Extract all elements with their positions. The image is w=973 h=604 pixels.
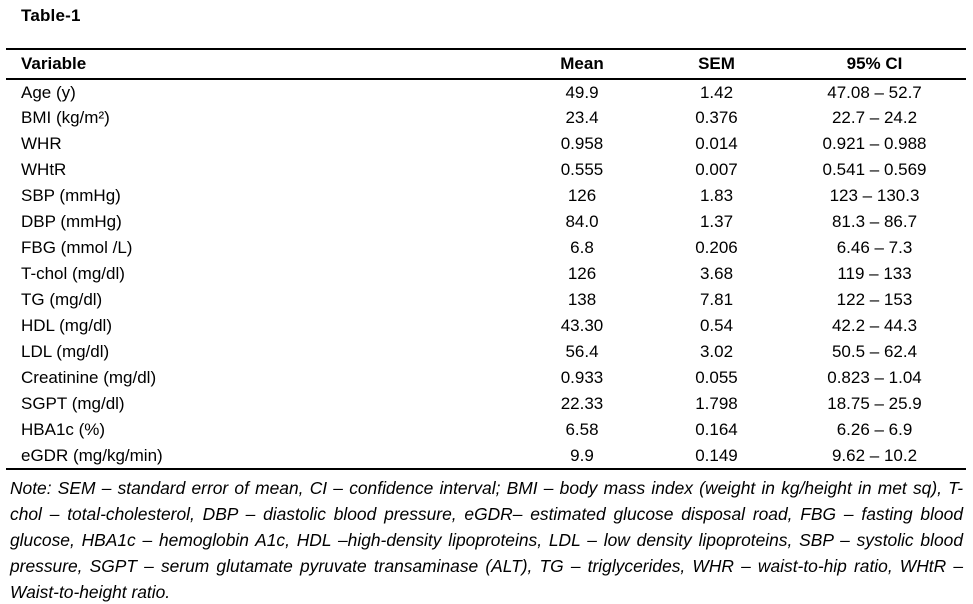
table-row: SGPT (mg/dl) 22.33 1.798 18.75 – 25.9	[6, 391, 966, 417]
variable-cell: TG (mg/dl)	[21, 290, 103, 309]
header-mean: Mean	[560, 54, 604, 73]
sem-cell: 1.42	[699, 82, 734, 102]
ci-cell: 119 – 133	[837, 264, 912, 283]
mean-cell: 126	[567, 186, 597, 205]
mean-cell: 6.58	[565, 420, 599, 439]
mean-cell: 6.8	[570, 238, 594, 257]
variable-cell: WHtR	[21, 160, 67, 179]
sem-cell: 1.83	[699, 186, 734, 205]
table-row: WHR 0.958 0.014 0.921 – 0.988	[6, 131, 966, 157]
table-row: TG (mg/dl) 138 7.81 122 – 153	[6, 287, 966, 313]
ci-cell: 18.75 – 25.9	[827, 394, 922, 413]
sem-cell: 0.164	[695, 420, 738, 439]
mean-cell: 84.0	[565, 212, 599, 231]
variable-cell: BMI (kg/m²)	[21, 108, 110, 127]
table-row: Age (y) 49.9 1.42 47.08 – 52.7	[6, 79, 966, 105]
mean-cell: 0.555	[560, 160, 604, 179]
ci-cell: 6.46 – 7.3	[836, 238, 913, 257]
table-row: SBP (mmHg) 126 1.83 123 – 130.3	[6, 183, 966, 209]
ci-cell: 123 – 130.3	[829, 186, 920, 205]
statistics-table: Variable Mean SEM 95% CI Age (y) 49.9 1.…	[6, 48, 966, 470]
ci-cell: 9.62 – 10.2	[831, 445, 918, 465]
mean-cell: 22.33	[560, 394, 604, 413]
ci-cell: 50.5 – 62.4	[831, 342, 918, 361]
table-header: Variable Mean SEM 95% CI	[6, 49, 966, 79]
sem-cell: 7.81	[699, 290, 734, 309]
ci-cell: 0.541 – 0.569	[822, 160, 927, 179]
sem-cell: 3.02	[699, 342, 734, 361]
variable-cell: HDL (mg/dl)	[21, 316, 112, 335]
mean-cell: 138	[567, 290, 597, 309]
ci-cell: 42.2 – 44.3	[831, 316, 918, 335]
header-row: Variable Mean SEM 95% CI	[6, 49, 966, 79]
mean-cell: 49.9	[565, 82, 599, 102]
table-row: T-chol (mg/dl) 126 3.68 119 – 133	[6, 261, 966, 287]
variable-cell: Age (y)	[21, 82, 76, 102]
ci-cell: 81.3 – 86.7	[831, 212, 918, 231]
sem-cell: 0.54	[699, 316, 734, 335]
variable-cell: WHR	[21, 134, 62, 153]
ci-cell: 22.7 – 24.2	[831, 108, 918, 127]
table-title: Table-1	[21, 6, 81, 25]
table-row: Creatinine (mg/dl) 0.933 0.055 0.823 – 1…	[6, 365, 966, 391]
variable-cell: DBP (mmHg)	[21, 212, 122, 231]
sem-cell: 0.014	[695, 134, 738, 153]
variable-cell: HBA1c (%)	[21, 420, 106, 439]
mean-cell: 23.4	[565, 108, 599, 127]
variable-cell: SGPT (mg/dl)	[21, 394, 125, 413]
mean-cell: 126	[567, 264, 597, 283]
mean-cell: 9.9	[570, 445, 594, 465]
sem-cell: 0.055	[695, 368, 738, 387]
table-body: Age (y) 49.9 1.42 47.08 – 52.7 BMI (kg/m…	[6, 79, 966, 469]
header-ci: 95% CI	[846, 54, 903, 73]
table-row: BMI (kg/m²) 23.4 0.376 22.7 – 24.2	[6, 105, 966, 131]
table-row: HBA1c (%) 6.58 0.164 6.26 – 6.9	[6, 417, 966, 443]
sem-cell: 0.007	[695, 160, 738, 179]
table-row: FBG (mmol /L) 6.8 0.206 6.46 – 7.3	[6, 235, 966, 261]
variable-cell: eGDR (mg/kg/min)	[21, 445, 163, 465]
header-variable: Variable	[21, 54, 87, 73]
mean-cell: 43.30	[560, 316, 604, 335]
sem-cell: 1.37	[699, 212, 734, 231]
variable-cell: Creatinine (mg/dl)	[21, 368, 157, 387]
variable-cell: SBP (mmHg)	[21, 186, 121, 205]
table-footnote: Note: SEM – standard error of mean, CI –…	[10, 478, 963, 602]
variable-cell: T-chol (mg/dl)	[21, 264, 125, 283]
sem-cell: 0.149	[695, 445, 738, 465]
table-row: DBP (mmHg) 84.0 1.37 81.3 – 86.7	[6, 209, 966, 235]
ci-cell: 0.921 – 0.988	[822, 134, 927, 153]
mean-cell: 0.933	[560, 368, 604, 387]
variable-cell: LDL (mg/dl)	[21, 342, 110, 361]
table-row: HDL (mg/dl) 43.30 0.54 42.2 – 44.3	[6, 313, 966, 339]
header-sem: SEM	[698, 54, 735, 73]
table-row: LDL (mg/dl) 56.4 3.02 50.5 – 62.4	[6, 339, 966, 365]
sem-cell: 1.798	[695, 394, 738, 413]
sem-cell: 3.68	[699, 264, 734, 283]
ci-cell: 6.26 – 6.9	[836, 420, 913, 439]
mean-cell: 56.4	[565, 342, 599, 361]
ci-cell: 0.823 – 1.04	[827, 368, 922, 387]
mean-cell: 0.958	[560, 134, 604, 153]
table-row: WHtR 0.555 0.007 0.541 – 0.569	[6, 157, 966, 183]
sem-cell: 0.376	[695, 108, 738, 127]
variable-cell: FBG (mmol /L)	[21, 238, 133, 257]
table-row: eGDR (mg/kg/min) 9.9 0.149 9.62 – 10.2	[6, 443, 966, 469]
ci-cell: 47.08 – 52.7	[827, 82, 922, 102]
ci-cell: 122 – 153	[836, 290, 913, 309]
sem-cell: 0.206	[695, 238, 738, 257]
